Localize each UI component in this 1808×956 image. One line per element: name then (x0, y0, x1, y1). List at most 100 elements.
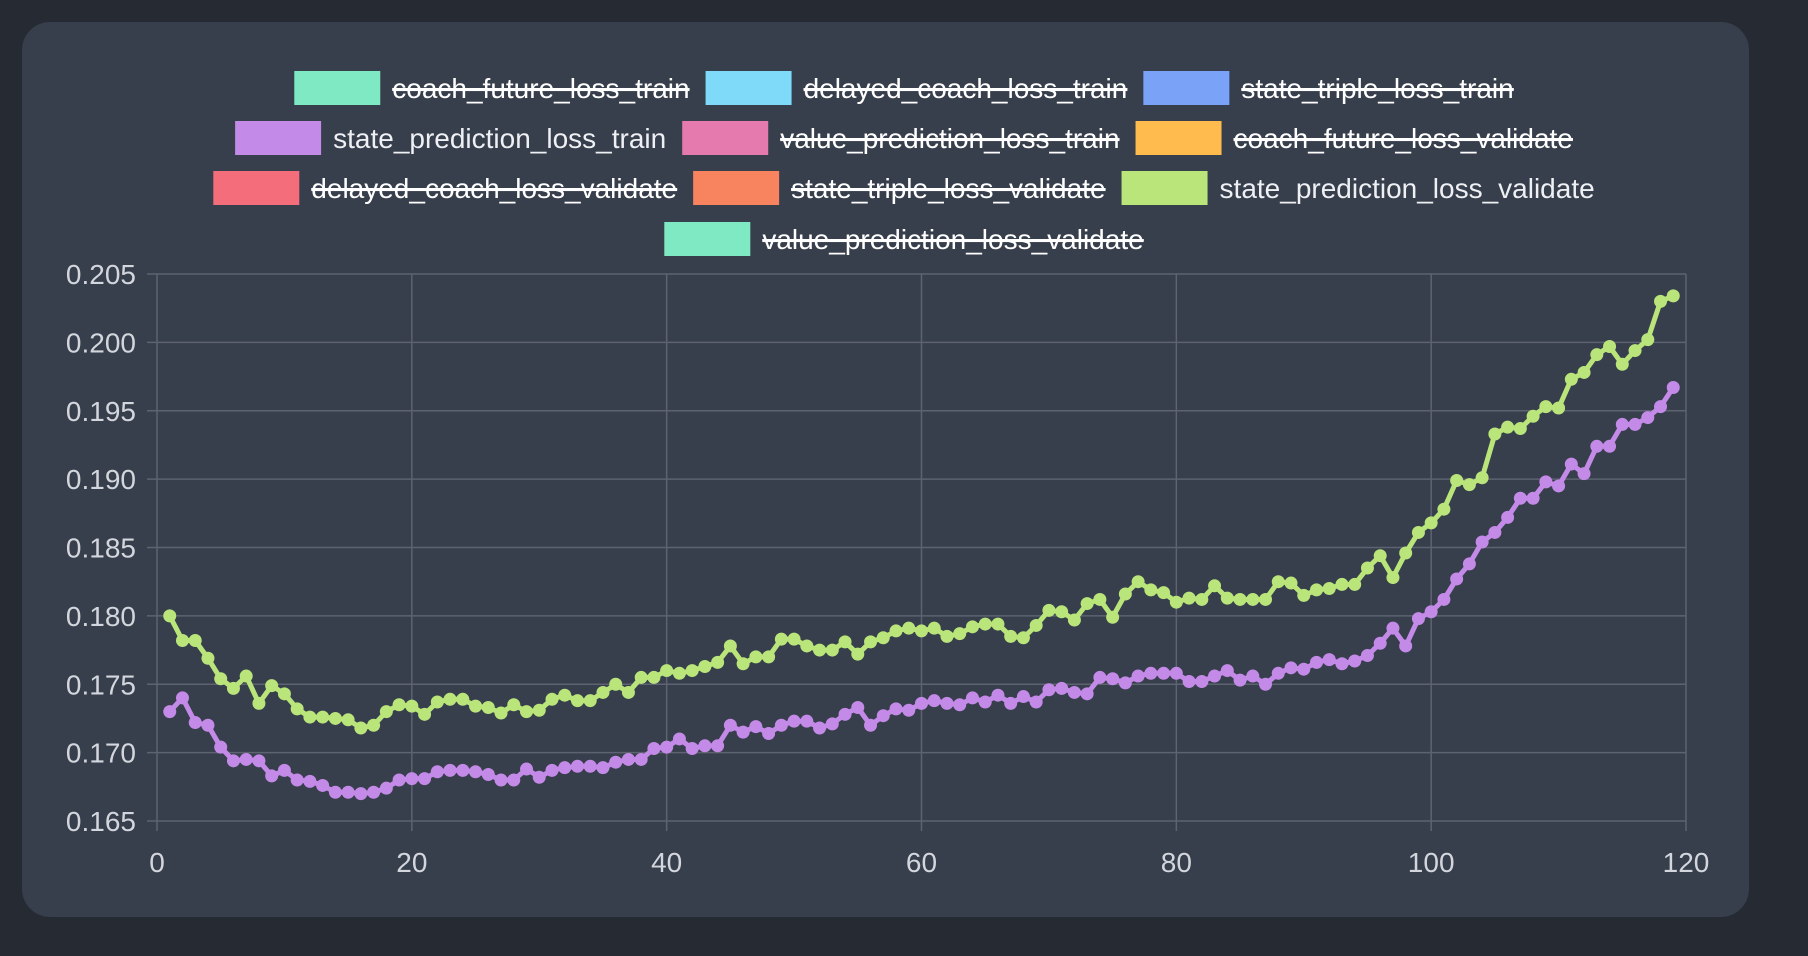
data-point[interactable] (239, 752, 253, 766)
data-point[interactable] (596, 761, 610, 775)
data-point[interactable] (1144, 583, 1158, 597)
data-point[interactable] (1488, 525, 1502, 539)
data-point[interactable] (1271, 575, 1285, 589)
data-point[interactable] (953, 698, 967, 712)
data-point[interactable] (851, 700, 865, 714)
data-point[interactable] (851, 647, 865, 661)
data-point[interactable] (723, 718, 737, 732)
data-point[interactable] (1157, 666, 1171, 680)
data-point[interactable] (290, 702, 304, 716)
data-point[interactable] (800, 639, 814, 653)
data-point[interactable] (1475, 471, 1489, 485)
data-point[interactable] (1284, 576, 1298, 590)
data-point[interactable] (1029, 695, 1043, 709)
data-point[interactable] (1284, 661, 1298, 675)
data-point[interactable] (876, 709, 890, 723)
data-point[interactable] (252, 754, 266, 768)
data-point[interactable] (902, 621, 916, 635)
data-point[interactable] (328, 711, 342, 725)
legend-item[interactable]: state_prediction_loss_validate (1121, 171, 1595, 205)
data-point[interactable] (1080, 687, 1094, 701)
data-point[interactable] (175, 633, 189, 647)
data-point[interactable] (265, 769, 279, 783)
data-point[interactable] (1386, 621, 1400, 635)
data-point[interactable] (494, 773, 508, 787)
data-point[interactable] (634, 752, 648, 766)
data-point[interactable] (1450, 572, 1464, 586)
data-point[interactable] (1577, 365, 1591, 379)
data-point[interactable] (711, 655, 725, 669)
data-point[interactable] (1360, 649, 1374, 663)
data-point[interactable] (1615, 417, 1629, 431)
data-point[interactable] (1016, 631, 1030, 645)
data-point[interactable] (303, 710, 317, 724)
data-point[interactable] (1539, 475, 1553, 489)
data-point[interactable] (889, 624, 903, 638)
data-point[interactable] (736, 657, 750, 671)
data-point[interactable] (864, 635, 878, 649)
data-point[interactable] (698, 659, 712, 673)
data-point[interactable] (1067, 613, 1081, 627)
data-point[interactable] (481, 700, 495, 714)
data-point[interactable] (1501, 510, 1515, 524)
data-point[interactable] (660, 664, 674, 678)
data-point[interactable] (1577, 467, 1591, 481)
data-point[interactable] (1437, 502, 1451, 516)
data-point[interactable] (991, 617, 1005, 631)
data-point[interactable] (1118, 587, 1132, 601)
data-point[interactable] (226, 754, 240, 768)
data-point[interactable] (1322, 582, 1336, 596)
data-point[interactable] (175, 691, 189, 705)
data-point[interactable] (1233, 592, 1247, 606)
legend-item[interactable]: coach_future_loss_validate (1135, 121, 1573, 155)
data-point[interactable] (685, 664, 699, 678)
data-point[interactable] (596, 685, 610, 699)
data-point[interactable] (1603, 339, 1617, 353)
data-point[interactable] (647, 670, 661, 684)
data-point[interactable] (621, 752, 635, 766)
data-point[interactable] (1106, 610, 1120, 624)
legend-item[interactable]: value_prediction_loss_validate (664, 222, 1144, 256)
data-point[interactable] (1424, 516, 1438, 530)
data-point[interactable] (1615, 357, 1629, 371)
data-point[interactable] (316, 778, 330, 792)
data-point[interactable] (1195, 592, 1209, 606)
data-point[interactable] (736, 725, 750, 739)
data-point[interactable] (367, 785, 381, 799)
data-point[interactable] (621, 685, 635, 699)
data-point[interactable] (864, 718, 878, 732)
data-point[interactable] (1220, 591, 1234, 605)
data-point[interactable] (1182, 591, 1196, 605)
legend-item[interactable]: state_triple_loss_validate (693, 171, 1106, 205)
data-point[interactable] (570, 694, 584, 708)
data-point[interactable] (1080, 597, 1094, 611)
data-point[interactable] (1590, 439, 1604, 453)
data-point[interactable] (354, 787, 368, 801)
data-point[interactable] (1450, 473, 1464, 487)
data-point[interactable] (1564, 457, 1578, 471)
data-point[interactable] (1552, 479, 1566, 493)
data-point[interactable] (1208, 669, 1222, 683)
data-point[interactable] (418, 707, 432, 721)
data-point[interactable] (252, 696, 266, 710)
data-point[interactable] (978, 617, 992, 631)
data-point[interactable] (1220, 664, 1234, 678)
data-point[interactable] (685, 742, 699, 756)
data-point[interactable] (1513, 422, 1527, 436)
data-point[interactable] (1488, 427, 1502, 441)
data-point[interactable] (303, 774, 317, 788)
data-point[interactable] (1182, 675, 1196, 689)
data-point[interactable] (698, 739, 712, 753)
data-point[interactable] (838, 635, 852, 649)
data-point[interactable] (1654, 400, 1668, 414)
data-point[interactable] (469, 699, 483, 713)
data-point[interactable] (1004, 696, 1018, 710)
data-point[interactable] (813, 643, 827, 657)
data-point[interactable] (443, 763, 457, 777)
data-point[interactable] (762, 726, 776, 740)
data-point[interactable] (1628, 344, 1642, 358)
data-point[interactable] (456, 763, 470, 777)
data-point[interactable] (1233, 673, 1247, 687)
data-point[interactable] (965, 620, 979, 634)
data-point[interactable] (1118, 676, 1132, 690)
